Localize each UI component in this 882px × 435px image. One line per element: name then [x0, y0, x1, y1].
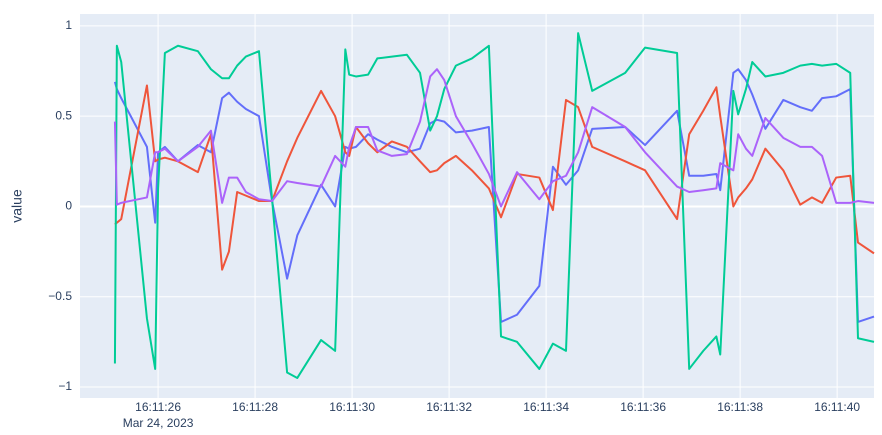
y-tick-label: −0.5	[48, 289, 72, 303]
series-line	[114, 84, 875, 271]
y-tick-label: 1	[65, 18, 72, 32]
x-tick-label: 16:11:38	[717, 400, 763, 414]
x-date-label: Mar 24, 2023	[123, 416, 194, 430]
x-tick-label: 16:11:30	[329, 400, 375, 414]
x-tick-label: 16:11:26	[135, 400, 181, 414]
x-tick-label: 16:11:32	[426, 400, 472, 414]
series-line	[113, 68, 875, 208]
y-tick-label: 0.5	[55, 108, 72, 122]
x-tick-label: 16:11:34	[523, 400, 569, 414]
y-tick-label: −1	[58, 379, 72, 393]
x-tick-label: 16:11:40	[814, 400, 860, 414]
y-axis-label: value	[9, 189, 25, 223]
x-tick-label: 16:11:28	[232, 400, 278, 414]
series-line	[113, 68, 875, 323]
y-tick-label: 0	[65, 199, 72, 213]
x-tick-label: 16:11:36	[620, 400, 666, 414]
series-line	[113, 32, 875, 379]
